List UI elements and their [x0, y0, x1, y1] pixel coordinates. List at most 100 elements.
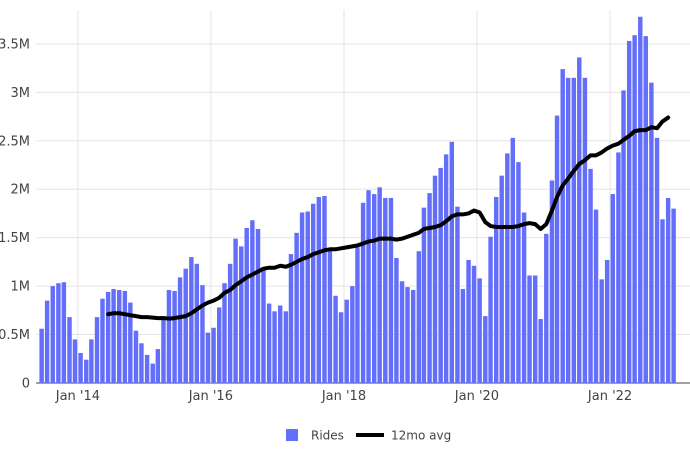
rides-bar[interactable]: [261, 269, 266, 383]
rides-bar[interactable]: [604, 259, 610, 383]
rides-bar[interactable]: [538, 319, 543, 383]
rides-bar[interactable]: [111, 289, 116, 383]
rides-bar[interactable]: [477, 278, 482, 383]
rides-bar[interactable]: [360, 202, 366, 383]
rides-bar[interactable]: [216, 307, 222, 383]
rides-bar[interactable]: [139, 343, 144, 383]
rides-bar[interactable]: [438, 167, 443, 383]
rides-bar[interactable]: [166, 289, 172, 383]
rides-bar[interactable]: [455, 206, 460, 383]
rides-bar[interactable]: [471, 265, 477, 383]
rides-bar[interactable]: [233, 238, 238, 383]
rides-bar[interactable]: [39, 328, 44, 383]
rides-bar[interactable]: [632, 35, 637, 384]
rides-bar[interactable]: [294, 232, 299, 383]
rides-bar[interactable]: [671, 208, 676, 383]
rides-bar[interactable]: [394, 258, 399, 383]
rides-bar[interactable]: [516, 162, 521, 383]
rides-bar[interactable]: [316, 196, 322, 383]
rides-bar[interactable]: [588, 168, 593, 383]
rides-bar[interactable]: [227, 263, 233, 383]
legend-item-12mo-avg[interactable]: 12mo avg: [356, 429, 451, 443]
rides-bar[interactable]: [432, 175, 438, 383]
rides-bar[interactable]: [56, 283, 61, 383]
rides-bar[interactable]: [654, 137, 660, 383]
rides-bar[interactable]: [211, 327, 216, 383]
rides-bar[interactable]: [460, 289, 466, 383]
rides-bar[interactable]: [621, 90, 626, 383]
rides-bar[interactable]: [416, 251, 422, 383]
rides-bar[interactable]: [105, 291, 111, 383]
rides-bar[interactable]: [144, 354, 150, 383]
rides-bar[interactable]: [172, 290, 177, 383]
rides-bar[interactable]: [239, 246, 244, 383]
rides-bar[interactable]: [177, 277, 183, 383]
rides-bar[interactable]: [150, 363, 155, 383]
rides-bar[interactable]: [128, 302, 133, 383]
rides-bar[interactable]: [84, 359, 89, 383]
rides-bar[interactable]: [310, 203, 316, 383]
avg-line[interactable]: [106, 115, 671, 321]
rides-bar[interactable]: [521, 212, 527, 383]
rides-bar[interactable]: [266, 303, 272, 383]
rides-bar[interactable]: [427, 193, 432, 383]
rides-bar[interactable]: [44, 300, 50, 383]
rides-bar[interactable]: [78, 352, 83, 383]
rides-bar[interactable]: [344, 299, 349, 383]
rides-bar[interactable]: [483, 316, 488, 383]
rides-bar[interactable]: [626, 41, 632, 384]
rides-bar[interactable]: [610, 194, 615, 383]
rides-bar[interactable]: [593, 209, 599, 383]
rides-bar[interactable]: [305, 211, 310, 383]
rides-bar[interactable]: [72, 339, 78, 383]
rides-bar[interactable]: [183, 268, 188, 383]
rides-bar[interactable]: [510, 137, 516, 383]
rides-bar[interactable]: [549, 180, 555, 383]
rides-bar[interactable]: [383, 197, 388, 383]
rides-bar[interactable]: [133, 330, 139, 383]
rides-bar[interactable]: [544, 233, 549, 383]
rides-bar[interactable]: [122, 290, 128, 383]
rides-bar[interactable]: [288, 254, 294, 383]
rides-bar[interactable]: [299, 212, 305, 383]
rides-bar[interactable]: [371, 194, 377, 383]
rides-bar[interactable]: [155, 349, 161, 383]
rides-bar[interactable]: [327, 249, 333, 383]
rides-bar[interactable]: [599, 279, 604, 383]
rides-bar[interactable]: [565, 77, 571, 384]
rides-bar[interactable]: [449, 141, 455, 383]
rides-bar[interactable]: [350, 286, 355, 383]
rides-bar[interactable]: [283, 311, 289, 383]
rides-bar[interactable]: [410, 289, 416, 383]
rides-bar[interactable]: [616, 152, 621, 383]
rides-bar[interactable]: [554, 115, 560, 383]
rides-bar[interactable]: [100, 298, 105, 383]
rides-bar[interactable]: [161, 316, 166, 383]
rides-bar[interactable]: [50, 286, 55, 383]
rides-bar[interactable]: [205, 332, 211, 383]
rides-bar[interactable]: [272, 311, 277, 383]
rides-bar[interactable]: [278, 305, 283, 383]
rides-bar[interactable]: [200, 285, 205, 383]
rides-bar[interactable]: [222, 283, 227, 383]
rides-bar[interactable]: [388, 197, 394, 383]
rides-bar[interactable]: [338, 312, 344, 383]
rides-bar[interactable]: [494, 196, 499, 383]
rides-bar[interactable]: [377, 187, 382, 383]
rides-bar[interactable]: [443, 154, 449, 383]
rides-bar[interactable]: [255, 228, 261, 383]
rides-bar[interactable]: [405, 287, 410, 383]
rides-bar[interactable]: [649, 82, 654, 383]
rides-bar[interactable]: [421, 207, 427, 383]
rides-bar[interactable]: [582, 77, 588, 384]
rides-bar[interactable]: [660, 219, 665, 383]
rides-bar[interactable]: [366, 190, 371, 383]
rides-bar[interactable]: [665, 197, 671, 383]
rides-bar[interactable]: [638, 16, 643, 383]
rides-bar[interactable]: [89, 339, 94, 383]
rides-bar[interactable]: [355, 247, 360, 383]
rides-bar[interactable]: [67, 317, 72, 383]
rides-bar[interactable]: [250, 220, 255, 383]
rides-bar[interactable]: [322, 196, 327, 383]
legend-item-rides[interactable]: Rides: [286, 429, 344, 443]
